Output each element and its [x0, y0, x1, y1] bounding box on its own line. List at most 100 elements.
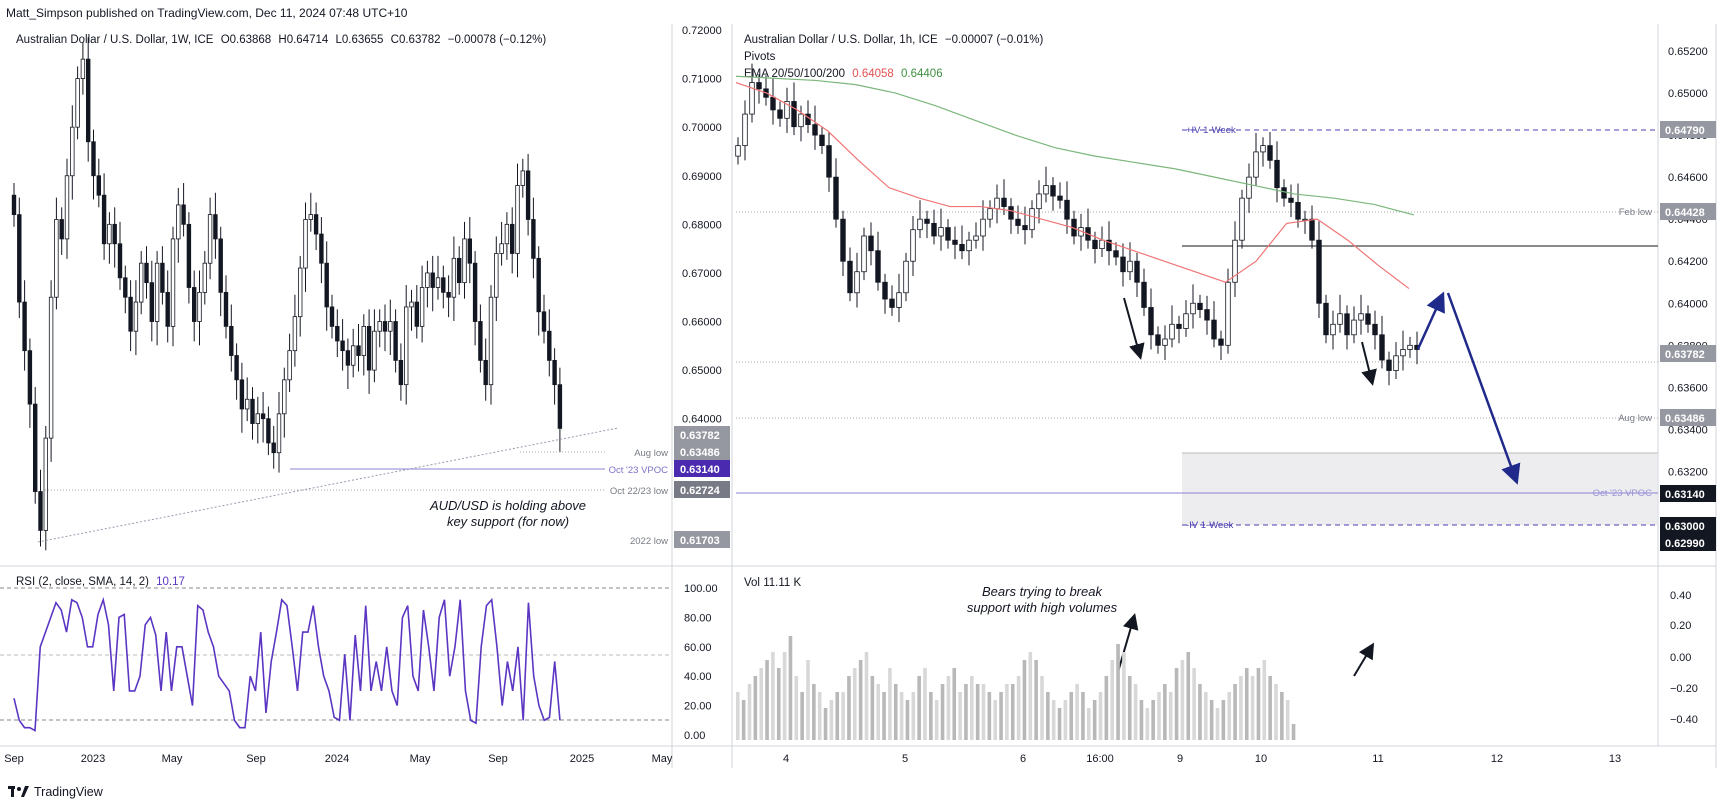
weekly-candle [117, 243, 123, 279]
volume-bar [853, 668, 857, 740]
weekly-candle [441, 277, 446, 293]
right-candles [735, 63, 1420, 386]
hourly-candle [1281, 187, 1287, 199]
hourly-candle [742, 113, 748, 147]
weekly-candle [552, 359, 557, 386]
weekly-candle [11, 194, 17, 216]
hourly-candle [1260, 145, 1266, 153]
left-price-tick: 0.64000 [682, 414, 722, 426]
volume-bar [788, 636, 793, 740]
left-level-label: Aug low [634, 448, 668, 459]
hourly-candle [1022, 225, 1028, 231]
left-price-tag: 0.63782 [674, 426, 730, 443]
volume-bar [1186, 652, 1191, 740]
left-overlays [37, 427, 619, 543]
left-price-axis: 0.72000 0.71000 0.70000 0.69000 0.68000 0.670… [682, 25, 722, 742]
right-price-tick: 0.64600 [1668, 172, 1708, 184]
vol-tick: 0.20 [1670, 620, 1691, 632]
hourly-candle [756, 82, 762, 90]
volume-bar [1127, 676, 1132, 740]
weekly-candle [123, 277, 128, 298]
volume-bar [1051, 700, 1056, 740]
volume-bar [1145, 708, 1150, 740]
left-price-tag-bg [674, 426, 730, 443]
volume-bar [794, 676, 799, 740]
hourly-candle [777, 109, 783, 119]
right-chart-legend: Australian Dollar / U.S. Dollar, 1h, ICE… [744, 34, 1047, 46]
volume-bar [1215, 708, 1220, 740]
volume-bar [1046, 692, 1050, 740]
volume-bar [776, 668, 781, 740]
right-price-tick: 0.64000 [1668, 298, 1708, 310]
hourly-candle [861, 235, 867, 273]
volume-bar [993, 700, 997, 740]
volume-bar [741, 700, 746, 740]
volume-bar [1244, 668, 1249, 740]
volume-bar [876, 684, 880, 740]
hourly-candle [910, 229, 916, 262]
weekly-candle [292, 316, 298, 352]
left-time-label: 2024 [325, 753, 349, 765]
weekly-candle [409, 301, 414, 308]
volume-bar [1016, 676, 1021, 740]
weekly-candle [33, 403, 38, 492]
hourly-candle [1211, 319, 1217, 340]
volume-bar [940, 684, 945, 740]
volume-bar [1075, 684, 1079, 740]
left-price-tag-text: 0.63140 [680, 464, 720, 476]
weekly-candle [43, 437, 48, 531]
hourly-candle [1379, 334, 1385, 361]
left-time-label: May [410, 753, 431, 765]
vol-legend: Vol 11.11 K [744, 577, 801, 589]
hourly-candle [1330, 323, 1336, 336]
hourly-candle [1120, 256, 1126, 273]
rsi-legend: RSI (2, close, SMA, 14, 2) 10.17 [16, 576, 189, 588]
volume-bar [899, 692, 904, 740]
right-price-tag-text: 0.63486 [1665, 413, 1705, 425]
volume-bar [1110, 660, 1114, 740]
weekly-candle [419, 287, 425, 327]
hourly-candle [1113, 250, 1119, 258]
right-time-label: 16:00 [1086, 753, 1114, 765]
hourly-candle [1400, 349, 1406, 357]
weekly-candle [488, 296, 494, 386]
hourly-candle [847, 260, 853, 294]
right-time-label: 9 [1177, 753, 1183, 765]
volume-bar [1291, 724, 1296, 740]
volume-bar [765, 660, 769, 740]
left-candles [11, 37, 563, 551]
left-price-tick: 0.71000 [682, 74, 722, 86]
volume-bar [923, 668, 927, 740]
right-price-tag-text: 0.63000 [1665, 521, 1705, 533]
left-time-axis: Sep 2023 May Sep 2024 May Sep 2025 May [4, 753, 673, 765]
weekly-candle [144, 262, 149, 284]
right-price-tag: 0.63782 [1660, 345, 1716, 362]
hourly-candle [840, 218, 846, 262]
volume-bar [1285, 700, 1290, 740]
ema-value-a: 0.64058 [852, 68, 894, 80]
weekly-candle [191, 287, 197, 322]
left-chart-legend: Australian Dollar / U.S. Dollar, 1W, ICE… [16, 34, 550, 46]
hourly-candle [784, 101, 790, 119]
left-time-label: Sep [488, 753, 508, 765]
weekly-candle [451, 257, 457, 298]
volume-bar [970, 676, 974, 740]
right-price-tick: 0.63400 [1668, 424, 1708, 436]
left-price-tick: 0.65000 [682, 365, 722, 377]
volume-bar [1274, 684, 1278, 740]
weekly-candle [350, 345, 356, 366]
hourly-candle [952, 239, 958, 245]
hourly-candle [1141, 281, 1147, 308]
right-price-tag-text: 0.64428 [1665, 207, 1705, 219]
volume-bar [952, 668, 957, 740]
left-price-tag: 0.63486 Aug low [634, 443, 730, 460]
volume-bar [771, 652, 775, 740]
volume-bar [1268, 676, 1272, 740]
weekly-candle [160, 262, 165, 293]
weekly-candle [557, 384, 563, 429]
volume-bar [812, 684, 816, 740]
left-high: H0.64714 [278, 34, 329, 46]
right-price-tag-bg [1660, 534, 1716, 551]
left-price-tags: 0.63782 0.63486 Aug low 0.63140 Oct '23 VPOC… [609, 426, 730, 548]
